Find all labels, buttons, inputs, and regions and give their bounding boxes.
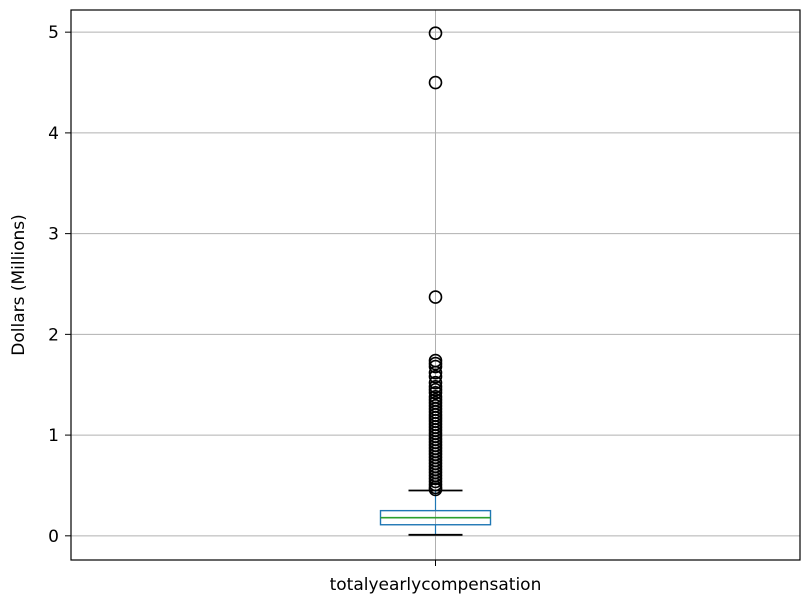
y-tick-label: 4 — [48, 124, 59, 144]
plot-marks — [379, 26, 492, 536]
outlier-point — [428, 385, 443, 400]
outlier-point — [428, 26, 443, 40]
outlier-point — [428, 75, 443, 90]
outlier-point — [428, 365, 443, 380]
outlier-point — [428, 290, 443, 304]
y-tick-label: 1 — [48, 426, 59, 446]
y-tick-label: 5 — [48, 23, 59, 43]
y-tick-label: 0 — [48, 527, 59, 547]
x-axis-ticks: totalyearlycompensation — [330, 560, 542, 595]
y-axis-label: Dollars (Millions) — [9, 214, 29, 355]
y-tick-label: 3 — [48, 225, 59, 245]
y-axis-ticks: 0 1 2 3 4 5 — [48, 23, 71, 547]
outlier-point — [428, 359, 443, 374]
grid-lines — [71, 10, 800, 560]
outlier-point — [428, 482, 443, 497]
y-tick-label: 2 — [48, 325, 59, 345]
outlier-point — [428, 369, 443, 384]
outlier-point — [428, 375, 443, 390]
x-tick-label: totalyearlycompensation — [330, 575, 542, 595]
